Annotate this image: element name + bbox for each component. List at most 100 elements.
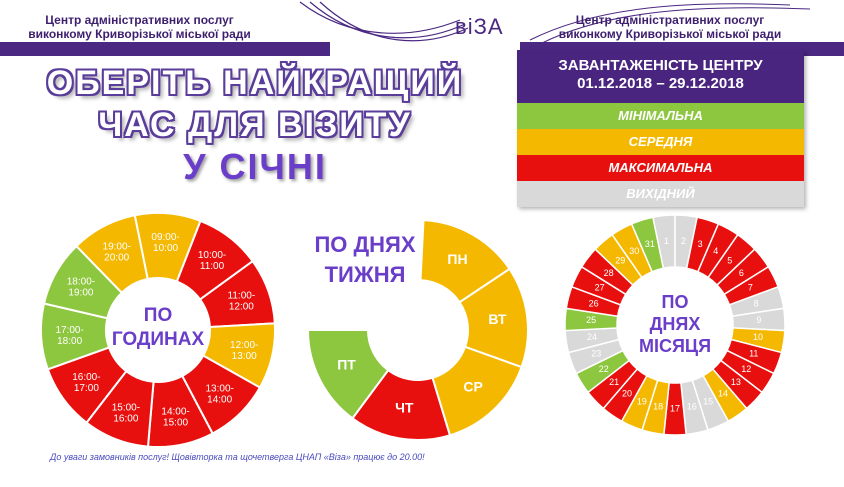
month-day-segment xyxy=(696,222,739,279)
header-right-line1: Центр адміністративних послуг xyxy=(575,13,765,27)
legend-heading-line1: ЗАВАНТАЖЕНІСТЬ ЦЕНТРУ xyxy=(558,57,763,74)
hours-segment xyxy=(146,374,214,448)
hours-segment-label: 17:00-18:00 xyxy=(55,325,83,347)
month-day-segment xyxy=(564,327,620,354)
month-day-label: 6 xyxy=(739,268,744,278)
visa-logo: віЗА xyxy=(455,14,504,39)
hours-segment-label: 19:00-20:00 xyxy=(103,242,131,264)
month-day-label: 24 xyxy=(587,332,597,342)
month-day-segment xyxy=(728,285,785,318)
month-day-segment xyxy=(711,359,764,410)
weekday-chart-title-line1: ПО ДНЯХ xyxy=(314,232,415,257)
month-day-label: 8 xyxy=(754,298,759,308)
header-right-text: Центр адміністративних послуг виконкому … xyxy=(540,13,800,41)
hours-segment xyxy=(175,219,255,301)
month-day-label: 14 xyxy=(718,388,728,398)
month-day-segment xyxy=(731,307,786,332)
month-day-label: 29 xyxy=(615,256,625,266)
legend-heading-line2: 01.12.2018 – 29.12.2018 xyxy=(577,75,744,92)
main-title: ОБЕРІТЬ НАЙКРАЩИЙ ЧАС ДЛЯ ВІЗИТУ У СІЧНІ xyxy=(40,62,470,188)
month-day-segment xyxy=(663,381,687,436)
hours-segment-label: 15:00-16:00 xyxy=(112,402,140,424)
month-day-label: 9 xyxy=(756,315,761,325)
header-right-line2: виконкому Криворізької міської ради xyxy=(558,27,782,41)
legend-row-max: МАКСИМАЛЬНА xyxy=(517,155,804,181)
month-day-label: 26 xyxy=(589,298,599,308)
month-day-segment xyxy=(620,374,659,431)
month-day-segment xyxy=(719,349,775,394)
month-day-label: 10 xyxy=(753,332,763,342)
month-day-segment xyxy=(641,379,670,436)
hours-segment-label: 14:00-15:00 xyxy=(161,407,189,429)
legend-label-mid: СЕРЕДНЯ xyxy=(628,134,693,149)
weekday-label: ПТ xyxy=(337,357,356,373)
month-day-segment xyxy=(602,367,648,423)
month-day-segment xyxy=(567,338,624,375)
weekday-segment xyxy=(306,329,390,420)
hours-segment xyxy=(133,212,202,283)
footnote: До уваги замовників послуг! Щовівторка т… xyxy=(50,452,425,462)
weekday-segment xyxy=(419,219,511,304)
month-day-label: 13 xyxy=(731,377,741,387)
month-day-label: 17 xyxy=(670,403,680,413)
hours-segment-label: 11:00-12:00 xyxy=(228,290,256,312)
month-day-label: 5 xyxy=(727,256,732,266)
hours-segment xyxy=(85,369,155,448)
month-day-label: 2 xyxy=(681,236,686,246)
month-day-label: 28 xyxy=(604,268,614,278)
legend-label-off: ВИХІДНИЙ xyxy=(626,186,695,201)
hours-segment-label: 12:00-13:00 xyxy=(230,340,258,362)
month-day-segment xyxy=(723,265,780,306)
month-day-segment xyxy=(580,248,635,296)
month-day-segment xyxy=(564,307,619,332)
month-day-label: 4 xyxy=(713,246,718,256)
weekday-segment xyxy=(458,267,529,369)
month-day-segment xyxy=(685,216,720,273)
weekday-label: ЧТ xyxy=(395,400,414,416)
month-day-segment xyxy=(707,233,756,287)
hours-chart-title-line1: ПО xyxy=(144,305,172,326)
header-left-line2: виконкому Криворізької міської ради xyxy=(28,27,251,41)
month-day-label: 19 xyxy=(637,397,647,407)
legend-label-min: МІНІМАЛЬНА xyxy=(618,108,703,123)
month-day-label: 27 xyxy=(595,282,605,292)
month-chart-title-line3: МІСЯЦЯ xyxy=(639,336,711,356)
weekday-segment xyxy=(351,368,452,441)
month-day-segment xyxy=(726,338,783,375)
month-day-segment xyxy=(565,285,622,318)
month-day-segment xyxy=(575,349,631,394)
header-left-text: Центр адміністративних послуг виконкому … xyxy=(12,13,267,41)
hours-segment xyxy=(75,214,149,295)
month-day-segment xyxy=(702,367,748,423)
month-day-segment xyxy=(594,233,643,287)
hours-segment xyxy=(46,346,128,425)
month-day-label: 18 xyxy=(653,402,663,412)
weekday-label: ПН xyxy=(447,251,467,267)
hours-segment-label: 09:00-10:00 xyxy=(151,232,179,254)
hours-segment-label: 16:00-17:00 xyxy=(72,372,100,394)
month-day-label: 16 xyxy=(687,402,697,412)
month-day-label: 22 xyxy=(599,364,609,374)
month-day-label: 21 xyxy=(609,377,619,387)
month-chart-title-line2: ДНЯХ xyxy=(650,314,701,334)
month-day-label: 7 xyxy=(748,282,753,292)
weekday-label: СР xyxy=(463,379,482,395)
month-day-label: 11 xyxy=(749,349,758,359)
title-line1: ОБЕРІТЬ НАЙКРАЩИЙ xyxy=(46,64,464,102)
header-swoosh-decoration xyxy=(299,1,811,45)
month-day-label: 12 xyxy=(741,364,751,374)
title-line3: У СІЧНІ xyxy=(183,146,327,187)
legend-heading: ЗАВАНТАЖЕНІСТЬ ЦЕНТРУ 01.12.2018 – 29.12… xyxy=(517,50,804,103)
month-day-segment xyxy=(586,359,639,410)
month-day-segment xyxy=(674,214,699,270)
legend-row-mid: СЕРЕДНЯ xyxy=(517,129,804,155)
month-day-segment xyxy=(680,379,709,436)
hours-segment xyxy=(42,244,124,320)
month-day-label: 25 xyxy=(586,315,596,325)
month-chart-title-line1: ПО xyxy=(662,292,689,312)
hours-segment xyxy=(40,302,111,371)
month-day-label: 31 xyxy=(645,239,655,249)
month-day-segment xyxy=(570,265,627,306)
weekday-label: ВТ xyxy=(488,311,507,327)
month-day-label: 23 xyxy=(591,349,601,359)
